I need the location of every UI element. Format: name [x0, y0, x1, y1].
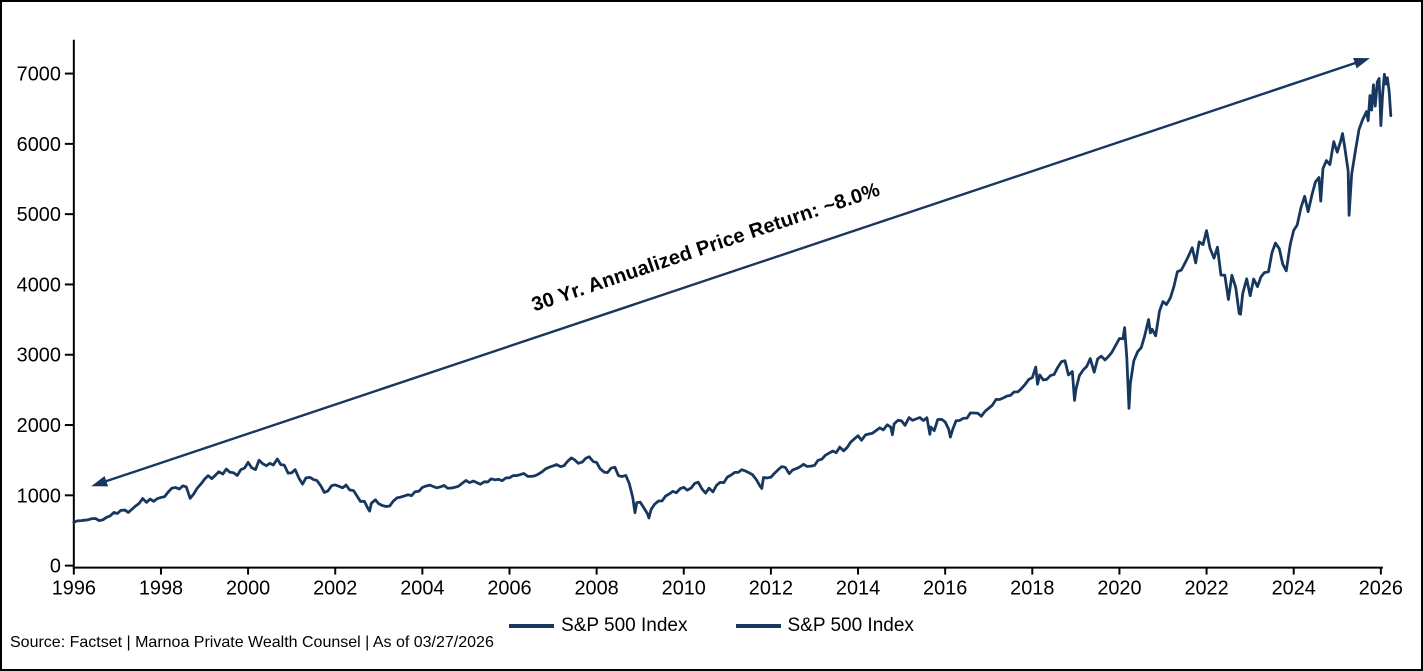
sp500-series-line [72, 72, 1393, 524]
line-swatch-icon [509, 624, 555, 628]
x-tick-label: 2012 [749, 577, 793, 599]
y-tick-label: 4000 [17, 274, 61, 296]
x-tick-label: 2010 [662, 577, 706, 599]
y-tick-label: 1000 [17, 485, 61, 507]
x-tick-label: 2016 [923, 577, 967, 599]
chart-legend: S&P 500 Index S&P 500 Index [2, 615, 1421, 637]
y-tick-label: 3000 [17, 345, 61, 367]
x-tick-label: 2024 [1272, 577, 1316, 599]
x-tick-label: 1998 [139, 577, 183, 599]
trend-arrow-line [100, 60, 1361, 485]
y-tick-label: 0 [50, 556, 61, 578]
x-tick-label: 2004 [400, 577, 444, 599]
arrowhead-icon [1353, 57, 1370, 69]
x-tick-label: 2000 [226, 577, 270, 599]
x-tick-label: 2008 [575, 577, 619, 599]
x-tick-label: 2022 [1184, 577, 1228, 599]
x-tick-label: 2018 [1010, 577, 1054, 599]
x-tick-label: 2026 [1359, 577, 1403, 599]
x-tick-label: 2014 [836, 577, 880, 599]
legend-label: S&P 500 Index [787, 615, 914, 636]
y-tick-label: 2000 [17, 415, 61, 437]
x-tick-label: 2020 [1097, 577, 1141, 599]
y-tick-label: 5000 [17, 204, 61, 226]
x-tick-label: 1996 [52, 577, 96, 599]
source-caption: Source: Factset | Marnoa Private Wealth … [10, 634, 494, 651]
legend-item-sp500-1: S&P 500 Index [509, 615, 688, 637]
legend-item-sp500-2: S&P 500 Index [735, 615, 914, 637]
line-swatch-icon [735, 624, 781, 628]
arrowhead-icon [91, 475, 109, 487]
legend-label: S&P 500 Index [561, 615, 688, 636]
x-tick-label: 2006 [487, 577, 531, 599]
y-tick-label: 7000 [17, 64, 61, 86]
x-tick-label: 2002 [313, 577, 357, 599]
y-tick-label: 6000 [17, 134, 61, 156]
